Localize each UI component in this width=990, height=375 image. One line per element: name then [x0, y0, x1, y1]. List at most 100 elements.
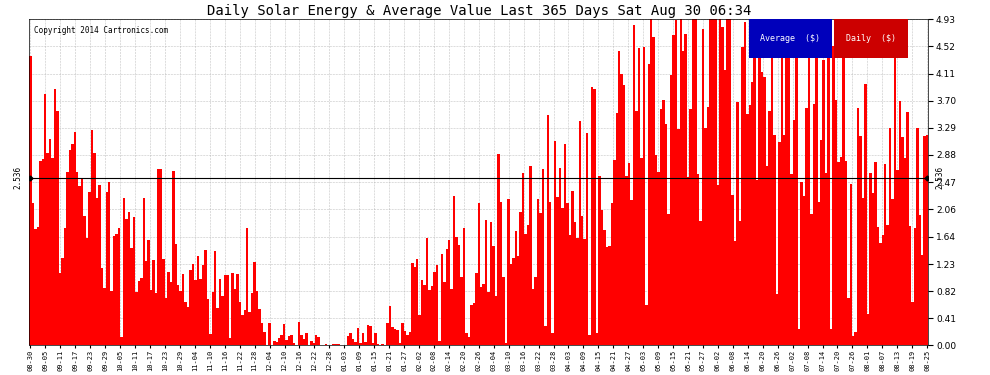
- Bar: [773, 135, 775, 345]
- Bar: [795, 28, 798, 345]
- Bar: [655, 155, 657, 345]
- Bar: [189, 270, 192, 345]
- Bar: [199, 279, 202, 345]
- Bar: [315, 335, 318, 345]
- Bar: [571, 191, 573, 345]
- Bar: [780, 20, 783, 345]
- Bar: [113, 236, 116, 345]
- Bar: [424, 285, 426, 345]
- Bar: [798, 329, 800, 345]
- Bar: [573, 222, 576, 345]
- Bar: [116, 234, 118, 345]
- Bar: [849, 184, 852, 345]
- Bar: [354, 342, 356, 345]
- Bar: [260, 323, 263, 345]
- Bar: [369, 326, 371, 345]
- Bar: [742, 47, 743, 345]
- Bar: [813, 104, 815, 345]
- Bar: [446, 249, 448, 345]
- Bar: [53, 89, 56, 345]
- Bar: [477, 203, 480, 345]
- Bar: [909, 226, 911, 345]
- Bar: [480, 287, 482, 345]
- Bar: [497, 154, 500, 345]
- Bar: [722, 27, 724, 345]
- Bar: [310, 341, 313, 345]
- Bar: [431, 286, 434, 345]
- Bar: [926, 135, 929, 345]
- Bar: [145, 261, 148, 345]
- Bar: [455, 237, 457, 345]
- Bar: [51, 158, 53, 345]
- Bar: [712, 20, 714, 345]
- Bar: [39, 161, 42, 345]
- Bar: [758, 20, 761, 345]
- Bar: [672, 35, 674, 345]
- Bar: [911, 302, 914, 345]
- Bar: [154, 293, 157, 345]
- Bar: [847, 298, 849, 345]
- Bar: [98, 185, 101, 345]
- Bar: [34, 230, 37, 345]
- Bar: [255, 291, 258, 345]
- Bar: [364, 342, 366, 345]
- Bar: [669, 75, 672, 345]
- Bar: [88, 192, 91, 345]
- Bar: [250, 293, 253, 345]
- Bar: [500, 202, 502, 345]
- Bar: [633, 25, 636, 345]
- Bar: [349, 333, 351, 345]
- Bar: [914, 228, 916, 345]
- Bar: [81, 178, 83, 345]
- Bar: [647, 64, 650, 345]
- FancyBboxPatch shape: [834, 20, 908, 58]
- Bar: [737, 102, 739, 345]
- Bar: [842, 20, 844, 345]
- Bar: [229, 338, 232, 345]
- Bar: [416, 259, 419, 345]
- Bar: [305, 333, 308, 345]
- Bar: [540, 213, 542, 345]
- Bar: [694, 20, 697, 345]
- Bar: [356, 328, 359, 345]
- Bar: [820, 140, 823, 345]
- Bar: [916, 128, 919, 345]
- Bar: [761, 72, 763, 345]
- Bar: [542, 169, 545, 345]
- Bar: [258, 309, 260, 345]
- Bar: [406, 335, 409, 345]
- Bar: [598, 176, 601, 345]
- Bar: [643, 47, 645, 345]
- Bar: [202, 264, 204, 345]
- Bar: [214, 251, 217, 345]
- Bar: [788, 20, 790, 345]
- Bar: [83, 216, 86, 345]
- Bar: [704, 128, 707, 345]
- Bar: [537, 200, 540, 345]
- Bar: [212, 292, 214, 345]
- Bar: [414, 267, 416, 345]
- Bar: [172, 171, 174, 345]
- Bar: [450, 289, 452, 345]
- Text: Average  ($): Average ($): [760, 34, 820, 44]
- Bar: [751, 82, 753, 345]
- Bar: [174, 244, 177, 345]
- Bar: [563, 144, 566, 345]
- Bar: [143, 198, 145, 345]
- Bar: [606, 247, 608, 345]
- Bar: [636, 111, 638, 345]
- Bar: [867, 314, 869, 345]
- Bar: [576, 238, 578, 345]
- Bar: [56, 111, 58, 345]
- Bar: [283, 324, 285, 345]
- Bar: [566, 203, 568, 345]
- Bar: [278, 338, 280, 345]
- Bar: [510, 264, 512, 345]
- Bar: [184, 302, 187, 345]
- Bar: [785, 20, 788, 345]
- Bar: [591, 87, 593, 345]
- Bar: [770, 20, 773, 345]
- Bar: [544, 326, 546, 345]
- Bar: [389, 306, 391, 345]
- Bar: [650, 20, 652, 345]
